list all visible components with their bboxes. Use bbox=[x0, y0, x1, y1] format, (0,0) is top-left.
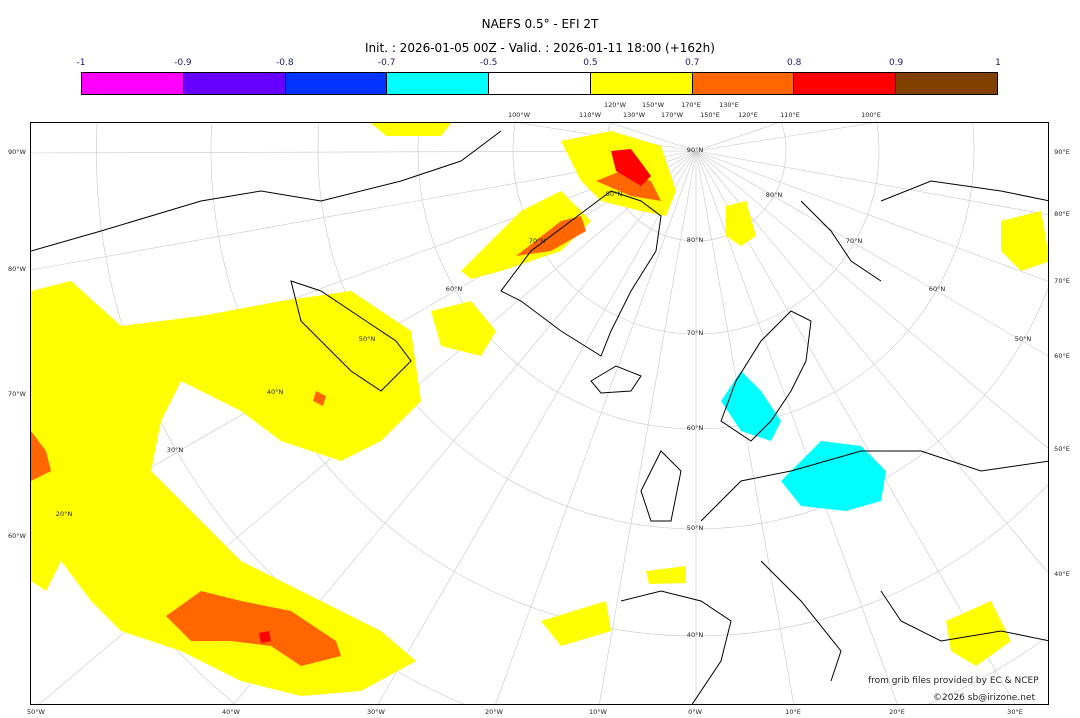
graticule-label: 170°W bbox=[660, 111, 684, 119]
graticule-label: 40°N bbox=[686, 631, 704, 639]
graticule-label: 60°W bbox=[8, 532, 26, 540]
colorbar-tick: 0.5 bbox=[583, 58, 598, 68]
graticule-label: 100°W bbox=[507, 111, 531, 119]
graticule-label: 80°N bbox=[765, 191, 783, 199]
colorbar-tick: -0.9 bbox=[174, 58, 192, 68]
colorbar-tick: 0.8 bbox=[787, 58, 802, 68]
copyright: ©2026 sb@irizone.net bbox=[933, 693, 1035, 703]
graticule-label: 80°W bbox=[8, 265, 26, 273]
graticule-label: 60°N bbox=[928, 285, 946, 293]
graticule-label: 40°E bbox=[1054, 570, 1070, 578]
graticule-label: 90°E bbox=[1054, 148, 1070, 156]
colorbar-segment bbox=[387, 73, 490, 94]
colorbar-segment bbox=[794, 73, 897, 94]
graticule-label: 70°N bbox=[845, 237, 863, 245]
graticule-label: 90°N bbox=[686, 146, 704, 154]
colorbar-segment bbox=[82, 73, 184, 94]
graticule-label: 20°E bbox=[889, 708, 905, 716]
graticule-label: 40°W bbox=[222, 708, 240, 716]
graticule-label: 70°W bbox=[8, 390, 26, 398]
graticule-label: 80°N bbox=[605, 190, 623, 198]
graticule-label: 20°W bbox=[485, 708, 503, 716]
graticule-label: 50°W bbox=[27, 708, 45, 716]
graticule-label: 60°N bbox=[445, 285, 463, 293]
graticule-label: 170°E bbox=[681, 101, 701, 109]
colorbar-segment bbox=[692, 73, 795, 94]
colorbar-tick: 0.9 bbox=[888, 58, 904, 68]
graticule-label: 130°W bbox=[622, 111, 646, 119]
graticule-label: 100°E bbox=[861, 111, 881, 119]
colorbar-tick: 1 bbox=[995, 58, 1001, 68]
colorbar-segment bbox=[285, 73, 388, 94]
colorbar-segment bbox=[896, 73, 998, 94]
graticule-label: 120°E bbox=[738, 111, 758, 119]
colorbar-tick: -0.7 bbox=[377, 58, 396, 68]
graticule-label: 50°N bbox=[358, 335, 376, 343]
graticule-label: 60°N bbox=[686, 424, 704, 432]
efi-red-areas bbox=[259, 149, 651, 643]
colorbar bbox=[81, 72, 998, 95]
graticule-label: 70°N bbox=[528, 237, 546, 245]
graticule-label: 70°N bbox=[686, 329, 704, 337]
graticule-label: 150°E bbox=[700, 111, 720, 119]
graticule-label: 10°W bbox=[589, 708, 607, 716]
efi-yellow-areas bbox=[31, 123, 1048, 696]
graticule-label: 110°W bbox=[578, 111, 602, 119]
graticule-label: 110°E bbox=[780, 111, 800, 119]
graticule-label: 10°E bbox=[785, 708, 801, 716]
graticule-label: 90°W bbox=[8, 148, 26, 156]
efi-orange-areas bbox=[31, 171, 661, 666]
graticule-label: 50°N bbox=[1014, 335, 1032, 343]
source-credit: from grib files provided by EC & NCEP bbox=[868, 676, 1039, 686]
graticule-label: 80°N bbox=[686, 236, 704, 244]
graticule-label: 150°W bbox=[641, 101, 665, 109]
graticule-label: 30°E bbox=[1007, 708, 1023, 716]
colorbar-segment bbox=[489, 73, 591, 94]
graticule-label: 30°W bbox=[367, 708, 385, 716]
graticule-label: 60°E bbox=[1054, 352, 1070, 360]
map-title: NAEFS 0.5° - EFI 2T bbox=[481, 17, 599, 31]
graticule-label: 130°E bbox=[719, 101, 739, 109]
graticule-label: 50°E bbox=[1054, 445, 1070, 453]
colorbar-tick: -0.8 bbox=[275, 58, 294, 68]
efi-cyan-areas bbox=[721, 371, 886, 511]
graticule-label: 120°W bbox=[603, 101, 627, 109]
graticule-label: 0°W bbox=[688, 708, 702, 716]
colorbar-tick: -1 bbox=[76, 58, 86, 68]
graticule-label: 40°N bbox=[266, 388, 284, 396]
map-svg bbox=[31, 123, 1048, 704]
graticule-label: 50°N bbox=[686, 524, 704, 532]
graticule-label: 30°N bbox=[166, 446, 184, 454]
graticule-label: 70°E bbox=[1054, 277, 1070, 285]
colorbar-tick: -0.5 bbox=[479, 58, 498, 68]
coastlines bbox=[31, 130, 1048, 704]
map-panel bbox=[30, 122, 1049, 705]
map-subtitle: Init. : 2026-01-05 00Z - Valid. : 2026-0… bbox=[365, 41, 715, 55]
colorbar-segment bbox=[590, 73, 693, 94]
colorbar-segment bbox=[183, 73, 286, 94]
colorbar-tick: 0.7 bbox=[685, 58, 700, 68]
graticule-label: 80°E bbox=[1054, 210, 1070, 218]
graticule-label: 20°N bbox=[55, 510, 73, 518]
